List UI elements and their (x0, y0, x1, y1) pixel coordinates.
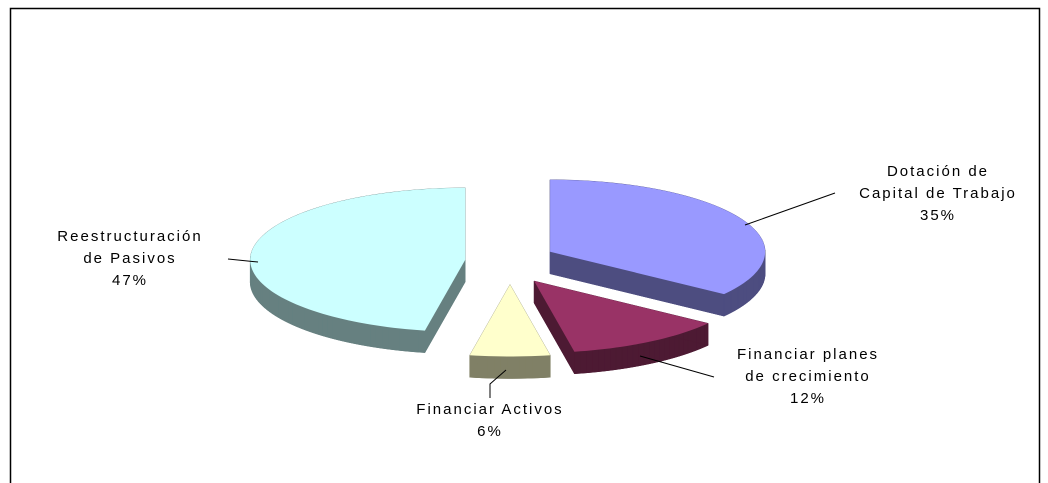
slice-value-label: 47% (112, 272, 148, 289)
slice-label: Financiar planes (737, 346, 879, 363)
slice-label: de Pasivos (83, 250, 176, 267)
slice-label: Capital de Trabajo (859, 185, 1017, 202)
slice-value-label: 12% (790, 390, 826, 407)
slice (469, 284, 551, 357)
slice-label: de crecimiento (745, 368, 871, 385)
slice-label: Dotación de (887, 163, 989, 180)
slice-label: Reestructuración (57, 228, 202, 245)
leader-line (744, 192, 836, 226)
leader-line (227, 258, 259, 263)
slice-value-label: 35% (920, 207, 956, 224)
slice (534, 280, 709, 352)
slice (250, 187, 466, 331)
leader-line (489, 369, 507, 398)
slice-label: Financiar Activos (416, 401, 563, 418)
slice-value-label: 6% (477, 423, 503, 440)
frame (9, 7, 1041, 483)
slice (550, 179, 766, 295)
leader-line (639, 355, 715, 378)
